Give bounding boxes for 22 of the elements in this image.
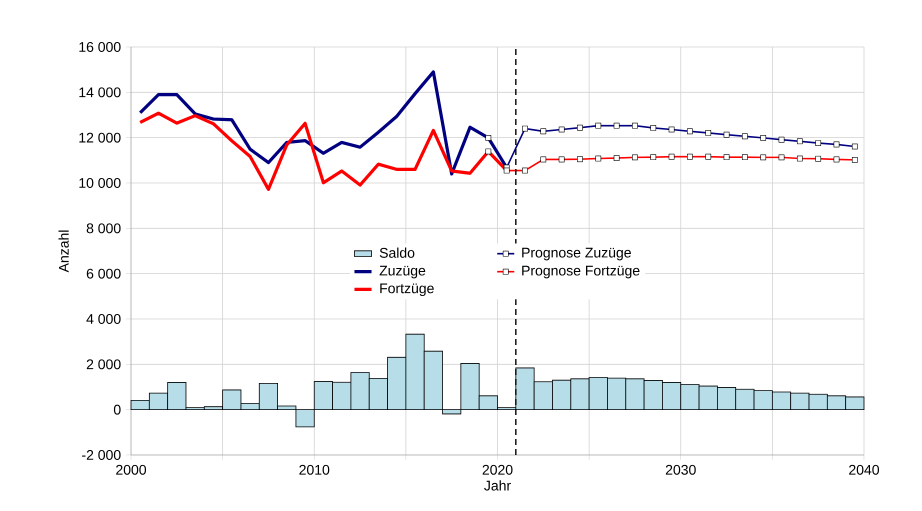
y-tick-label: 8 000 — [86, 223, 121, 234]
y-tick-label: 2 000 — [86, 359, 121, 370]
legend-label: Prognose Fortzüge — [522, 266, 640, 278]
legend-label: Zuzüge — [380, 266, 426, 278]
y-tick-label: 6 000 — [86, 268, 121, 279]
y-tick-label: -2 000 — [82, 450, 121, 460]
y-tick-label: 12 000 — [79, 132, 121, 143]
y-tick-label: 0 — [114, 404, 121, 415]
legend-label: Fortzüge — [380, 284, 434, 296]
x-tick-label: 2030 — [666, 464, 696, 475]
x-tick-label: 2000 — [116, 464, 146, 475]
x-tick-label: 2040 — [849, 464, 880, 475]
x-axis-title: Jahr — [484, 480, 511, 491]
legend-label: Prognose Zuzüge — [522, 248, 631, 260]
y-tick-label: 14 000 — [79, 87, 121, 98]
y-axis-title: Anzahl — [58, 230, 69, 272]
x-tick-label: 2020 — [482, 464, 513, 475]
y-tick-label: 4 000 — [86, 314, 121, 324]
legend-label: Saldo — [380, 248, 414, 258]
x-tick-label: 2010 — [299, 464, 330, 475]
y-tick-label: 10 000 — [79, 178, 121, 188]
y-tick-label: 16 000 — [79, 42, 121, 52]
